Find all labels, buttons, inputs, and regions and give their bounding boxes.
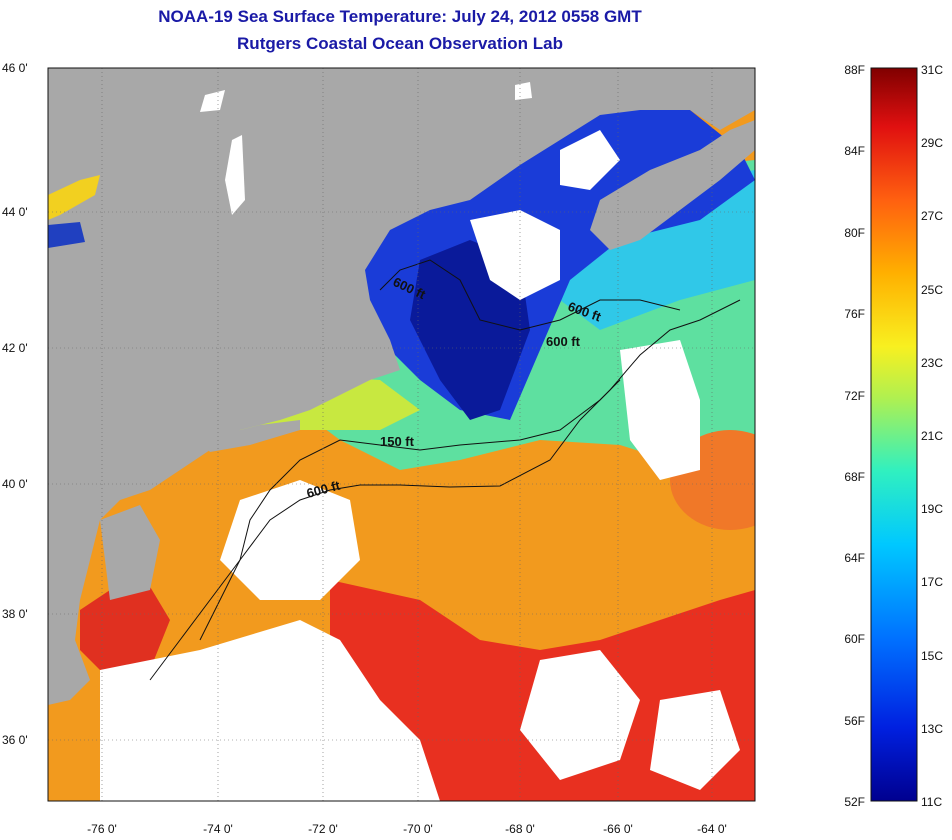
cloud-gulf-maine bbox=[470, 210, 560, 300]
cloud-far-southeast bbox=[650, 690, 740, 790]
land-nova-scotia bbox=[590, 120, 755, 250]
cb-c-label: 19C bbox=[921, 502, 943, 516]
cb-f-label: 88F bbox=[844, 63, 865, 77]
lon-label: -68 0' bbox=[505, 822, 535, 836]
lake-champlain bbox=[225, 135, 245, 215]
lon-label: -74 0' bbox=[203, 822, 233, 836]
lake-1 bbox=[200, 90, 225, 112]
lat-label: 42 0' bbox=[2, 341, 28, 355]
cloud-southeast bbox=[520, 650, 640, 780]
cb-f-label: 60F bbox=[844, 632, 865, 646]
lat-label: 38 0' bbox=[2, 607, 28, 621]
contour-150ft bbox=[199, 379, 621, 641]
map-layers bbox=[48, 68, 755, 801]
cloud-south bbox=[100, 620, 440, 801]
cb-c-label: 25C bbox=[921, 283, 943, 297]
cb-c-label: 27C bbox=[921, 209, 943, 223]
lake-2 bbox=[515, 82, 532, 100]
cb-c-label: 11C bbox=[921, 795, 942, 809]
lake-cold-patch bbox=[48, 222, 85, 248]
cb-f-label: 84F bbox=[844, 144, 865, 158]
cb-f-label: 72F bbox=[844, 389, 865, 403]
lat-label: 36 0' bbox=[2, 733, 28, 747]
contour-gulf-maine bbox=[379, 259, 681, 331]
contour-label: 600 ft bbox=[546, 334, 581, 349]
cb-c-label: 29C bbox=[921, 136, 943, 150]
colorbar-f-labels: 88F 84F 80F 76F 72F 68F 64F 60F 56F 52F bbox=[844, 63, 865, 809]
cb-f-label: 64F bbox=[844, 551, 865, 565]
map-title: NOAA-19 Sea Surface Temperature: July 24… bbox=[158, 7, 642, 26]
cb-c-label: 15C bbox=[921, 649, 943, 663]
chesapeake-red bbox=[80, 570, 170, 670]
lon-label: -64 0' bbox=[697, 822, 727, 836]
cb-f-label: 68F bbox=[844, 470, 865, 484]
lake-ontario-sst bbox=[48, 175, 100, 220]
map-subtitle: Rutgers Coastal Ocean Observation Lab bbox=[237, 34, 563, 53]
cb-f-label: 76F bbox=[844, 307, 865, 321]
cb-c-label: 21C bbox=[921, 429, 943, 443]
lat-label: 40 0' bbox=[2, 477, 28, 491]
cloud-mid bbox=[220, 480, 360, 600]
cb-f-label: 56F bbox=[844, 714, 865, 728]
cloud-east bbox=[620, 340, 700, 480]
colorbar-c-labels: 31C 29C 27C 25C 23C 21C 19C 17C 15C 13C … bbox=[921, 63, 943, 809]
land-mainland bbox=[48, 68, 755, 705]
cb-c-label: 31C bbox=[921, 63, 943, 77]
land-long-island bbox=[200, 420, 300, 452]
lat-label: 46 0' bbox=[2, 61, 28, 75]
lat-label: 44 0' bbox=[2, 205, 28, 219]
cloud-bay-fundy bbox=[560, 130, 620, 190]
contour-label: 150 ft bbox=[380, 434, 415, 449]
cb-f-label: 52F bbox=[844, 795, 865, 809]
colorbar bbox=[870, 67, 918, 802]
lon-label: -70 0' bbox=[403, 822, 433, 836]
map-frame bbox=[47, 67, 756, 802]
lon-label: -72 0' bbox=[308, 822, 338, 836]
lon-label: -66 0' bbox=[603, 822, 633, 836]
cb-c-label: 13C bbox=[921, 722, 943, 736]
land-delmarva bbox=[100, 505, 160, 600]
contour-600ft-south bbox=[149, 299, 741, 681]
cb-f-label: 80F bbox=[844, 226, 865, 240]
cb-c-label: 23C bbox=[921, 356, 943, 370]
lon-label: -76 0' bbox=[87, 822, 117, 836]
cb-c-label: 17C bbox=[921, 575, 943, 589]
